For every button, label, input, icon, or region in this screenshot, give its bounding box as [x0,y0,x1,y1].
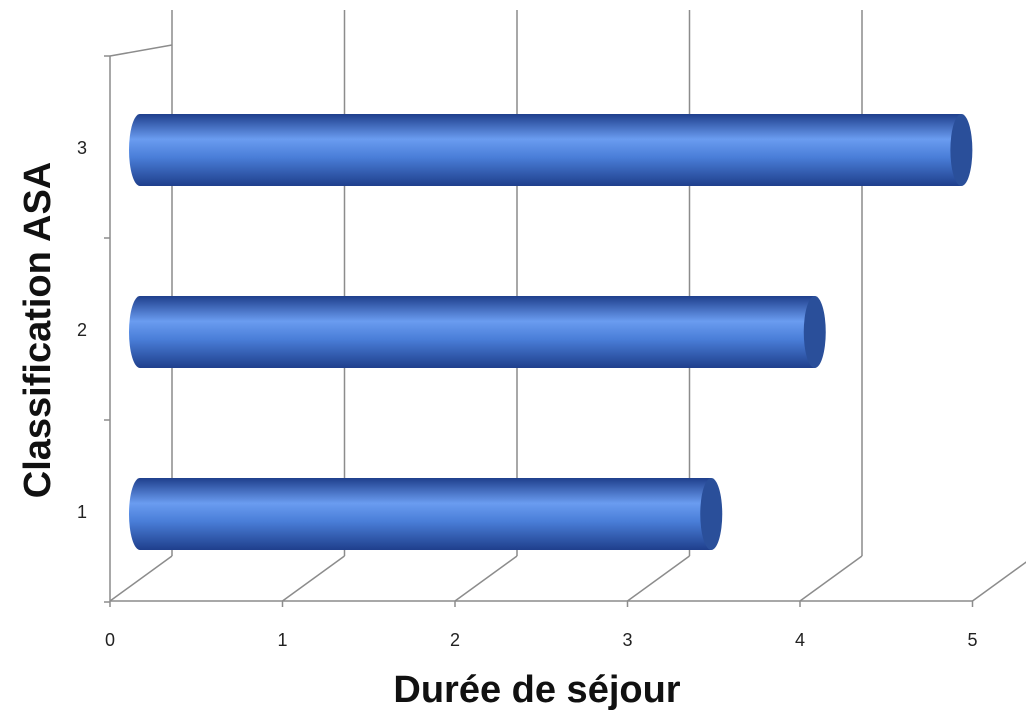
floor-gridline [799,555,863,602]
y-axis-title: Classification ASA [17,162,59,498]
chart-walls [109,44,973,602]
x-tick-label: 5 [967,630,977,650]
bar-cap [950,114,973,186]
x-tick-label: 4 [795,630,805,650]
x-axis-ticks: 0 1 2 3 4 5 [105,601,978,650]
floor-gridline [109,555,173,602]
x-tick-label: 0 [105,630,115,650]
y-tick-label: 2 [77,320,87,340]
floor-gridline [454,555,518,602]
x-tick-label: 2 [450,630,460,650]
floor-gridline [627,555,690,602]
x-tick-label: 1 [277,630,287,650]
bar-3 [129,114,973,186]
bar-cap [803,296,826,368]
y-tick-label: 3 [77,138,87,158]
bar-body [129,114,962,186]
floor-gridline [972,561,1026,602]
bars [129,114,973,550]
x-axis-title: Durée de séjour [393,669,680,711]
left-wall-top-edge [109,44,173,57]
y-tick-label: 1 [77,502,87,522]
bar-1 [129,478,723,550]
bar-2 [129,296,826,368]
floor-gridline [282,555,345,602]
bar-cap [700,478,723,550]
bar-body [129,478,712,550]
x-tick-label: 3 [622,630,632,650]
gridlines [109,10,1026,602]
bar-body [129,296,815,368]
y-axis-ticks: 1 2 3 [77,55,110,603]
